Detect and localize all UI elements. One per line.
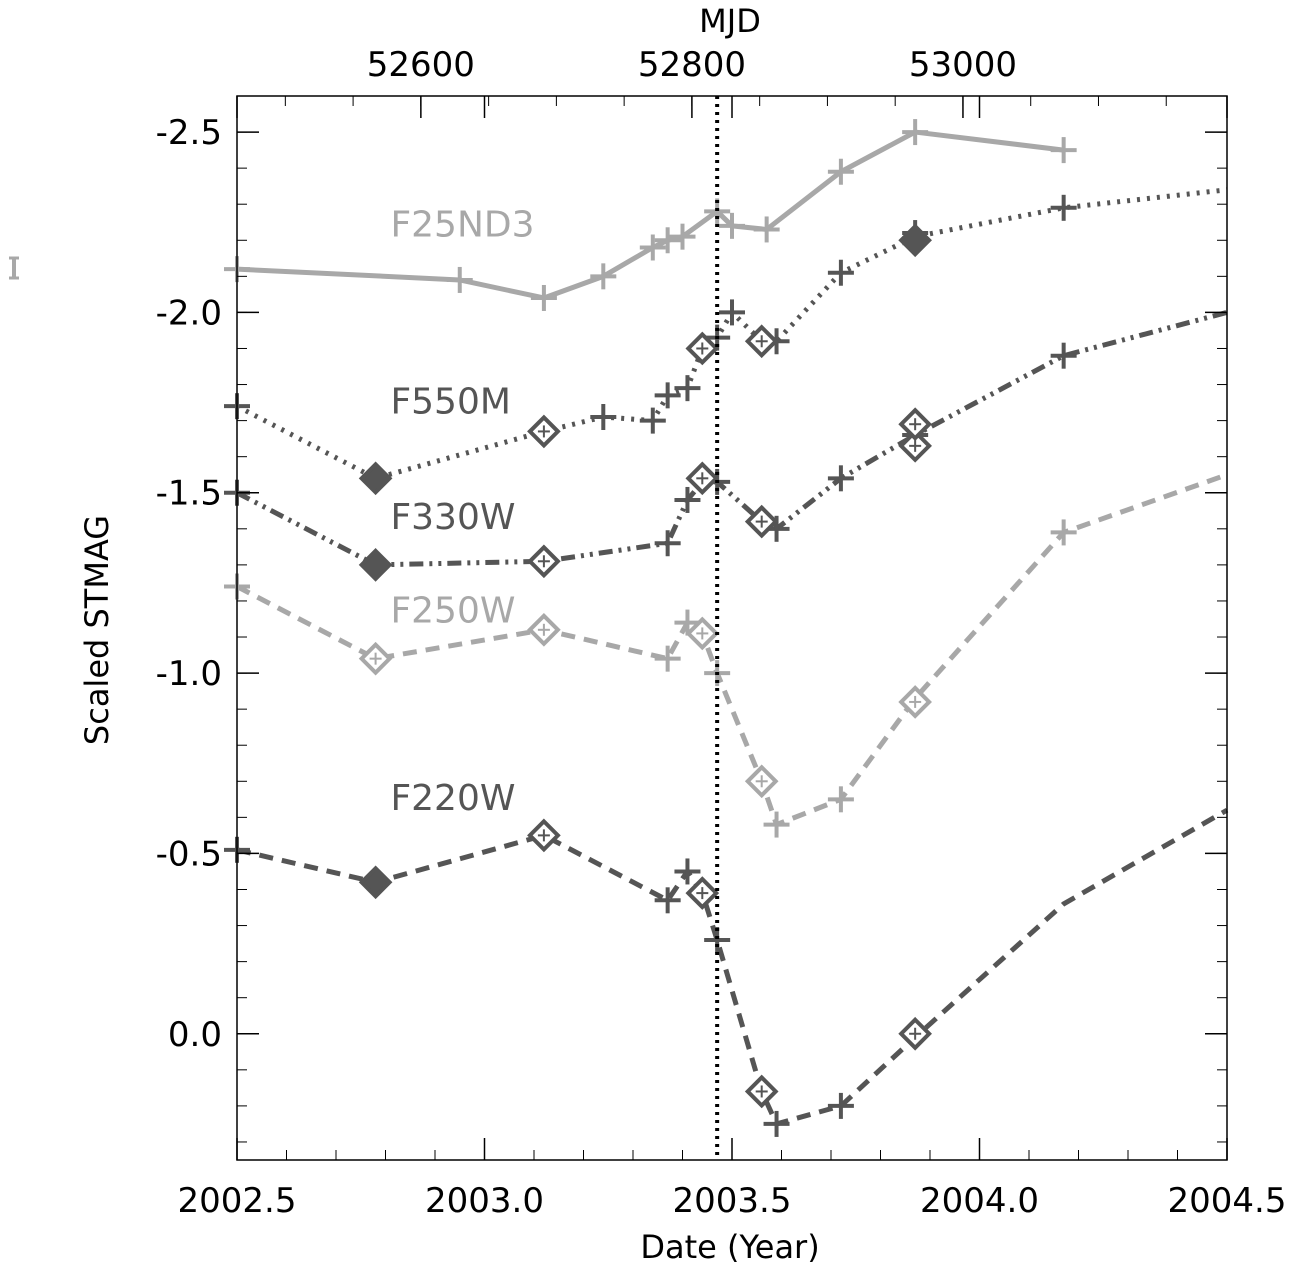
mjd-axis-title: MJD — [699, 2, 761, 40]
x-tick-label: 2003.5 — [673, 1181, 792, 1221]
filled-diamond-marker — [898, 223, 932, 258]
series-label-f220w: F220W — [390, 778, 515, 819]
series-line — [235, 187, 1228, 481]
mjd-tick-label: 52600 — [367, 45, 475, 85]
series-label-f250w: F250W — [390, 591, 515, 632]
y-tick-label: -1.5 — [156, 474, 222, 514]
x-tick-label: 2003.0 — [425, 1181, 544, 1221]
series-label-f550m: F550M — [390, 381, 510, 422]
series-line — [236, 129, 1064, 301]
series-f550m — [224, 187, 1228, 496]
mjd-tick-label: 52800 — [638, 45, 746, 85]
mjd-tick-label: 53000 — [909, 45, 1017, 85]
x-tick-label: 2004.0 — [920, 1181, 1039, 1221]
filled-diamond-marker — [358, 461, 393, 496]
series-f25nd3 — [224, 119, 1077, 311]
axes-layer — [236, 95, 1228, 1161]
y-tick-label: 0.0 — [168, 1015, 222, 1055]
series-layer — [224, 119, 1229, 1137]
y-tick-label: -0.5 — [156, 834, 222, 874]
series-line — [236, 807, 1229, 1127]
x-tick-label: 2002.5 — [178, 1181, 297, 1221]
series-label-f330w: F330W — [390, 497, 515, 538]
x-axis-title: Date (Year) — [640, 1228, 819, 1266]
series-line — [235, 472, 1228, 828]
series-f250w — [224, 472, 1228, 838]
filled-diamond-marker — [358, 865, 393, 900]
y-axis-title: Scaled STMAG — [78, 515, 116, 745]
y-tick-label: -1.0 — [156, 654, 222, 694]
labels-layer: Date (Year) Scaled STMAG MJD 2002.5 2003.… — [78, 2, 1286, 1266]
y-tick-label: -2.5 — [156, 113, 222, 153]
x-tick-label: 2004.5 — [1168, 1181, 1287, 1221]
series-f330w — [224, 309, 1228, 582]
offscale-errorbar-marker — [9, 256, 19, 280]
filled-diamond-marker — [358, 548, 393, 582]
plot-frame — [236, 95, 1228, 1161]
y-tick-label: -2.0 — [156, 293, 222, 333]
series-f220w — [224, 807, 1229, 1137]
series-label-f25nd3: F25ND3 — [390, 205, 534, 246]
